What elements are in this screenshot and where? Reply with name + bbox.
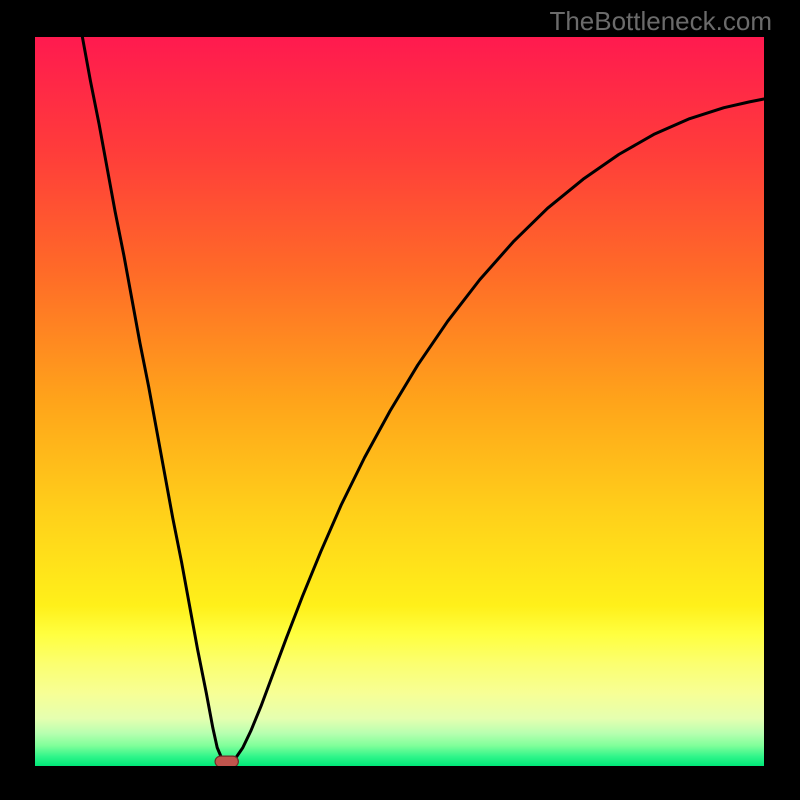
watermark-text: TheBottleneck.com bbox=[549, 6, 772, 37]
plot-area bbox=[35, 37, 764, 766]
bottleneck-curve bbox=[82, 37, 764, 762]
bottom-marker bbox=[215, 756, 238, 766]
chart-container: TheBottleneck.com bbox=[0, 0, 800, 800]
curve-layer bbox=[35, 37, 764, 766]
